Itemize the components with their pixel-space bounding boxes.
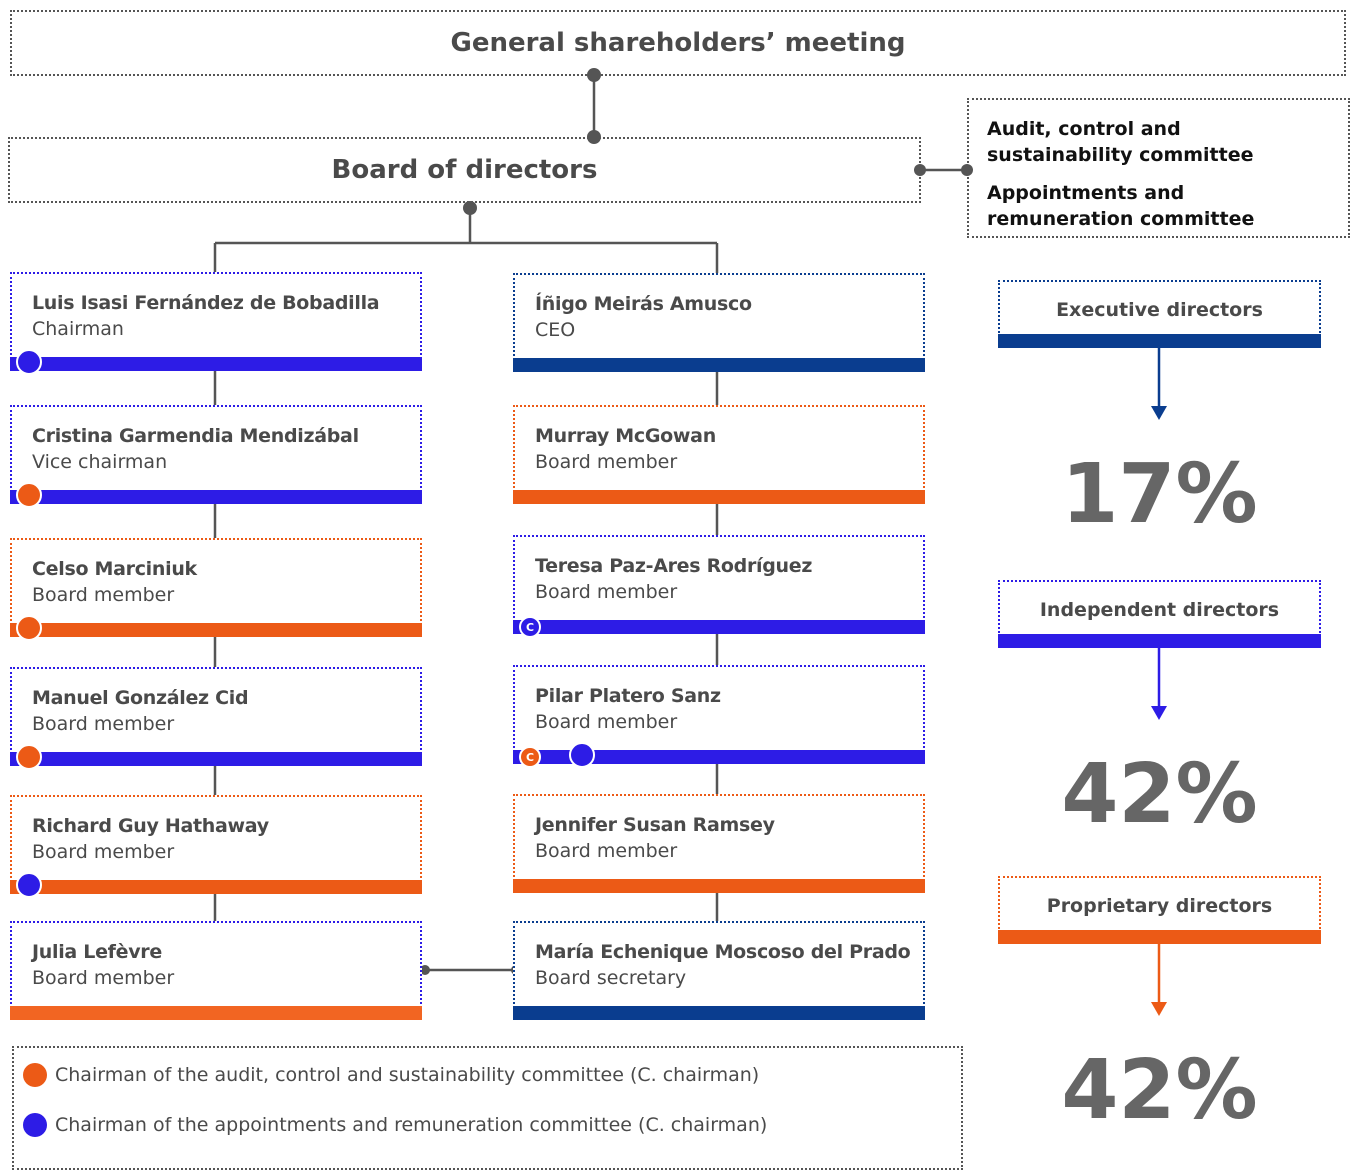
board-title: Board of directors [331, 155, 598, 185]
committee: Audit, control and sustainability commit… [987, 118, 1254, 166]
director-role: Board member [32, 584, 175, 606]
director-role: Board member [535, 711, 678, 733]
director-role: Board member [535, 451, 678, 473]
director-name: Luis Isasi Fernández de Bobadilla [32, 292, 380, 314]
role-bar [10, 357, 422, 371]
summary-share: 42% [1061, 747, 1258, 842]
connector-dot [420, 965, 430, 975]
connector-dot [961, 164, 973, 176]
director-box: Richard Guy Hathaway Board member [10, 795, 422, 894]
role-bar [10, 623, 422, 637]
role-bar [513, 490, 925, 504]
chair-badge: C [519, 616, 541, 638]
summary-share: 17% [1061, 447, 1258, 542]
chair-dot [16, 482, 42, 508]
chair-dot [16, 349, 42, 375]
director-name: Íñigo Meirás Amusco [535, 293, 752, 315]
board-box: Board of directors [8, 137, 921, 203]
role-bar [10, 1006, 422, 1020]
arrow-head [1151, 406, 1167, 420]
arrow-head [1151, 1002, 1167, 1016]
role-bar [513, 358, 925, 372]
role-bar [513, 1006, 925, 1020]
role-bar [10, 490, 422, 504]
director-role: Board member [32, 713, 175, 735]
director-box: Luis Isasi Fernández de Bobadilla Chairma… [10, 272, 422, 371]
connector-dot [587, 68, 601, 82]
director-role: Board member [535, 840, 678, 862]
director-name: Teresa Paz-Ares Rodríguez [535, 555, 813, 577]
meeting-title: General shareholders’ meeting [450, 28, 906, 58]
arrow-head [1151, 706, 1167, 720]
summary-share: 42% [1061, 1043, 1258, 1138]
summary-box: Executive directors [998, 280, 1321, 348]
role-bar [10, 752, 422, 766]
director-box: María Echenique Moscoso del Prado Board s… [513, 921, 925, 1020]
director-role: Board member [32, 967, 175, 989]
director-name: Manuel González Cid [32, 687, 249, 709]
summary-bar [998, 930, 1321, 944]
summary-bar [998, 334, 1321, 348]
director-role: Board member [32, 841, 175, 863]
legend-box [12, 1046, 963, 1170]
director-box: Jennifer Susan Ramsey Board member [513, 794, 925, 893]
director-role: Vice chairman [32, 451, 168, 473]
chair-dot [569, 742, 595, 768]
director-name: Cristina Garmendia Mendizábal [32, 425, 359, 447]
connector-dot [463, 201, 477, 215]
director-name: Murray McGowan [535, 425, 716, 447]
director-box: Murray McGowan Board member [513, 405, 925, 504]
director-box: Íñigo Meirás Amusco CEO [513, 273, 925, 372]
director-name: Pilar Platero Sanz [535, 685, 721, 707]
chair-dot [16, 744, 42, 770]
director-box: Teresa Paz-Ares Rodríguez Board member [513, 535, 925, 634]
legend-dot [23, 1063, 47, 1087]
role-bar [10, 880, 422, 894]
meeting-box: General shareholders’ meeting [10, 10, 1346, 76]
role-bar [513, 620, 925, 634]
chair-dot [16, 872, 42, 898]
chair-dot [16, 615, 42, 641]
connector-dot [587, 130, 601, 144]
summary-box: Proprietary directors [998, 876, 1321, 944]
director-role: Chairman [32, 318, 124, 340]
director-box: Celso Marciniuk Board member [10, 538, 422, 637]
role-bar [513, 750, 925, 764]
legend-dot [23, 1113, 47, 1137]
summary-bar [998, 634, 1321, 648]
summary-box: Independent directors [998, 580, 1321, 648]
committees-box: Audit, control and sustainability commit… [967, 98, 1350, 238]
role-bar [513, 879, 925, 893]
director-role: CEO [535, 319, 576, 341]
committee: Appointments and remuneration committee [987, 182, 1255, 230]
director-name: Celso Marciniuk [32, 558, 197, 580]
legend-text: Chairman of the audit, control and susta… [55, 1064, 760, 1086]
connector-dot [914, 164, 926, 176]
director-name: María Echenique Moscoso del Prado [535, 941, 911, 963]
director-name: Richard Guy Hathaway [32, 815, 269, 837]
director-box: Manuel González Cid Board member [10, 667, 422, 766]
legend-text: Chairman of the appointments and remuner… [55, 1114, 768, 1136]
chair-badge: C [519, 746, 541, 768]
director-role: Board secretary [535, 967, 687, 989]
director-name: Julia Lefèvre [32, 941, 162, 963]
director-box: Cristina Garmendia Mendizábal Vice chairm… [10, 405, 422, 504]
director-box: Julia Lefèvre Board member [10, 921, 422, 1020]
director-name: Jennifer Susan Ramsey [535, 814, 775, 836]
director-role: Board member [535, 581, 678, 603]
